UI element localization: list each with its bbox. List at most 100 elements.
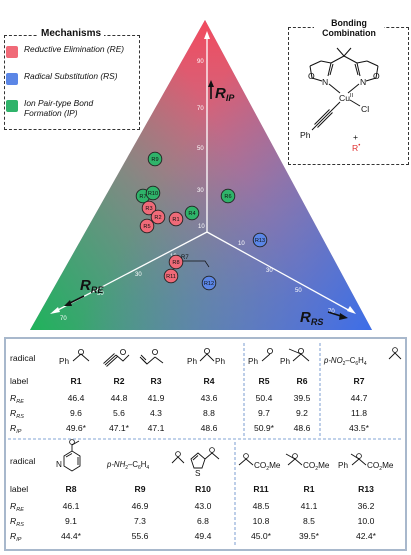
cell-rs-r2: 5.6 <box>113 408 125 418</box>
table-dividers <box>8 343 403 545</box>
cell-re-r3: 41.9 <box>148 393 165 403</box>
axis-re-sub: RE <box>91 285 104 295</box>
radical-structures-bottom: N p-NH2–C6H4 S CO2Me <box>56 439 394 478</box>
svg-text:RRS: RRS <box>10 408 24 420</box>
data-point-label: R6 <box>224 194 231 200</box>
axis-title-ip: RIP <box>208 80 235 103</box>
rs-tick-labels: 10 30 50 70 <box>238 241 335 315</box>
data-point-marker <box>168 211 184 227</box>
structure-r1: Ph <box>59 348 90 366</box>
col-label-r13-b: R13 <box>358 484 374 494</box>
ip-tick-10: 10 <box>198 224 205 230</box>
row-label-re-sub-bottom: RE <box>16 507 24 513</box>
data-point-label: R3 <box>145 206 152 212</box>
data-table: radical label RRE RRS RIP radical label … <box>4 337 407 551</box>
ip-tick-70: 70 <box>197 106 204 112</box>
svg-text:CO2Me: CO2Me <box>303 461 330 472</box>
structure-r5: Ph <box>248 347 273 366</box>
data-table-svg: radical label RRE RRS RIP radical label … <box>8 343 403 545</box>
axis-title-rs: RRS <box>300 309 348 327</box>
cell-rs-r7: 11.8 <box>351 408 367 418</box>
data-point-r9: R9 <box>147 151 163 167</box>
data-point-label: R7 <box>139 194 146 200</box>
structure-r10: S <box>190 447 220 478</box>
structure-r3 <box>139 348 164 365</box>
data-point-r6: R6 <box>220 188 236 204</box>
triangle-diagram: 90 70 50 30 10 10 30 50 70 10 30 50 70 R… <box>30 20 372 330</box>
cell-re-r2: 44.8 <box>111 393 128 403</box>
data-point-label: R5 <box>143 224 150 230</box>
legend-label-rs: Radical Substitution (RS) <box>24 71 118 81</box>
re-tick-30: 30 <box>135 272 142 278</box>
svg-text:Ph: Ph <box>338 461 348 470</box>
complex-radical: R <box>352 143 358 153</box>
data-point-marker <box>252 232 268 248</box>
cell-ip-r11-b: 45.0* <box>251 531 272 541</box>
axis-re-name: R <box>80 277 91 294</box>
data-point-label: R4 <box>188 211 195 217</box>
complex-ph: Ph <box>300 130 311 140</box>
data-point-marker <box>147 151 163 167</box>
rs-tick-70: 70 <box>328 309 335 315</box>
data-point-r4: R4 <box>184 205 200 221</box>
complex-n-right: N <box>360 77 366 87</box>
cell-re-r4: 43.6 <box>201 393 218 403</box>
svg-text:CO2Me: CO2Me <box>254 461 281 472</box>
axis-ip-name: R <box>215 85 226 102</box>
col-label-r6: R6 <box>297 376 308 386</box>
bonding-title: Bonding Combination <box>314 18 384 38</box>
legend-title: Mechanisms <box>38 28 105 39</box>
svg-text:CuII: CuII <box>339 93 354 103</box>
cell-ip-r7: 43.5* <box>349 423 370 433</box>
col-label-r8-b: R8 <box>66 484 77 494</box>
bonding-combination-box <box>288 27 409 165</box>
row-label-rs-sub-top: RS <box>16 414 24 420</box>
complex-o-right: O <box>373 71 380 81</box>
cell-ip-r1: 49.6* <box>66 423 87 433</box>
row-label-re-top: R <box>10 393 16 403</box>
data-point-marker <box>220 188 236 204</box>
data-point-label: R1 <box>172 217 179 223</box>
row-label-rs-sub-bottom: RS <box>16 522 24 528</box>
legend-label-re: Reductive Elimination (RE) <box>24 44 125 54</box>
cell-rs-r1-b: 8.5 <box>303 516 315 526</box>
cell-rs-r5: 9.7 <box>258 408 270 418</box>
re-tick-70: 70 <box>60 316 67 322</box>
structure-r7: p-NO2–C6H4 <box>323 347 402 367</box>
svg-text:Ph: Ph <box>248 357 258 366</box>
structure-r11: CO2Me <box>238 453 281 472</box>
cell-ip-r3: 47.1 <box>148 423 165 433</box>
svg-text:RRS: RRS <box>300 309 323 327</box>
rs-tick-50: 50 <box>295 288 302 294</box>
cell-ip-r2: 47.1* <box>109 423 130 433</box>
ip-tick-labels: 90 70 50 30 10 <box>197 59 205 230</box>
cell-ip-r13-b: 42.4* <box>356 531 377 541</box>
data-point-r5: R5 <box>139 218 155 234</box>
legend-swatch-ip <box>6 100 18 112</box>
data-point-r8: R8 <box>168 254 184 270</box>
svg-text:R•: R• <box>352 143 360 153</box>
cell-rs-r9-b: 7.3 <box>134 516 146 526</box>
structure-r6: Ph <box>280 347 310 366</box>
data-point-marker <box>184 205 200 221</box>
data-point-r12: R12 <box>201 275 217 291</box>
col-label-r1: R1 <box>71 376 82 386</box>
row-label-ip-bottom: R <box>10 531 16 541</box>
data-point-label: R2 <box>154 215 161 221</box>
svg-text:RRE: RRE <box>10 393 24 405</box>
svg-text:RIP: RIP <box>10 423 22 435</box>
row-label-radical-bottom: radical <box>10 456 35 466</box>
structure-r1-bottom: CO2Me <box>285 453 330 472</box>
complex-n-left: N <box>322 77 328 87</box>
cell-re-r1-b: 41.1 <box>301 501 318 511</box>
cell-rs-r3: 4.3 <box>150 408 162 418</box>
svg-text:N: N <box>56 460 62 469</box>
col-label-r9-b: R9 <box>135 484 146 494</box>
legend-label-ip: Ion Pair-type Bond Formation (IP) <box>24 98 94 118</box>
legend-item-re: Reductive Elimination (RE) <box>6 44 132 58</box>
svg-text:CO2Me: CO2Me <box>367 461 394 472</box>
svg-text:Ph: Ph <box>59 357 69 366</box>
complex-radical-dot: • <box>358 143 360 149</box>
re-tick-50: 50 <box>97 291 104 297</box>
